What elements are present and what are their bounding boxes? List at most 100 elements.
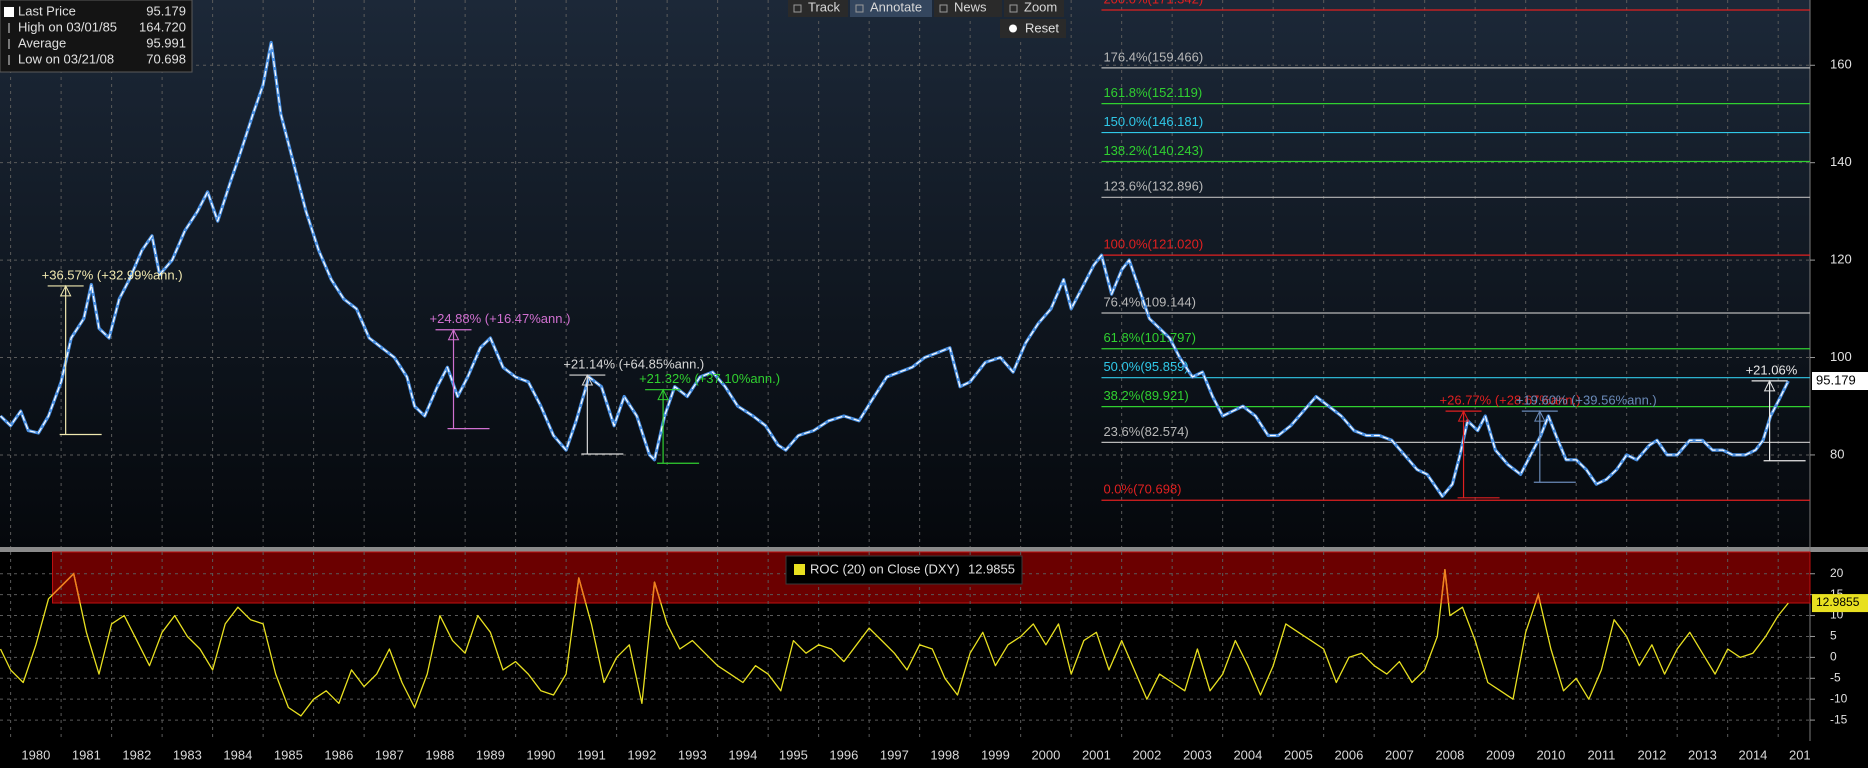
y-tick-label: 100 — [1830, 349, 1852, 364]
x-tick-label: 2013 — [1688, 747, 1717, 762]
x-tick-label: 1984 — [223, 747, 252, 762]
y-tick-label: 20 — [1830, 566, 1844, 580]
toolbar-label[interactable]: Track — [808, 0, 841, 14]
legend-label: Low on 03/21/08 — [18, 51, 114, 66]
x-tick-label: 2004 — [1233, 747, 1262, 762]
x-tick-label: 2008 — [1435, 747, 1464, 762]
toolbar-icon — [855, 4, 864, 13]
last-value-label: 12.9855 — [1816, 595, 1860, 609]
fib-label: 23.6%(82.574) — [1103, 424, 1188, 439]
last-value-tag — [1812, 594, 1868, 613]
fib-label: 200.0%(171.342) — [1103, 0, 1203, 6]
x-tick-label: 1982 — [122, 747, 151, 762]
roc-line — [0, 568, 1789, 717]
x-tick-label: 1983 — [173, 747, 202, 762]
x-tick-label: 1998 — [930, 747, 959, 762]
x-tick-label: 1991 — [577, 747, 606, 762]
legend-label: High on 03/01/85 — [18, 19, 117, 34]
fib-label: 0.0%(70.698) — [1103, 482, 1181, 497]
measure-arrow — [1457, 409, 1470, 422]
legend-icon — [4, 7, 14, 17]
toolbar-button[interactable] — [850, 0, 932, 17]
roc-legend: ROC (20) on Close (DXY) 12.9855 — [785, 555, 1023, 585]
x-tick-label: 2009 — [1486, 747, 1515, 762]
toolbar-button[interactable] — [1004, 0, 1064, 17]
fib-label: 100.0%(121.020) — [1103, 237, 1203, 252]
x-tick-label: 2012 — [1637, 747, 1666, 762]
x-tick-label: 1980 — [21, 747, 50, 762]
last-value-label: 95.179 — [1816, 372, 1856, 387]
x-tick-label: 2000 — [1031, 747, 1060, 762]
fib-label: 61.8%(101.797) — [1103, 330, 1196, 345]
x-tick-label: 1988 — [425, 747, 454, 762]
fib-label: 150.0%(146.181) — [1103, 114, 1203, 129]
toolbar-icon — [1009, 4, 1018, 13]
measure-label: +19.60% (+39.56%ann.) — [1516, 393, 1657, 408]
measure-arrow — [1763, 379, 1776, 392]
reset-button[interactable] — [1000, 19, 1066, 38]
x-tick-label: 2006 — [1334, 747, 1363, 762]
x-tick-label: 1997 — [880, 747, 909, 762]
x-tick-label: 1996 — [829, 747, 858, 762]
fib-label: 50.0%(95.859) — [1103, 359, 1188, 374]
x-tick-label: 1985 — [274, 747, 303, 762]
reset-icon — [1009, 24, 1017, 33]
toolbar-label[interactable]: Zoom — [1024, 0, 1057, 14]
x-tick-label: 2007 — [1385, 747, 1414, 762]
toolbar-icon — [793, 4, 802, 13]
last-value-tag — [1812, 372, 1868, 391]
x-tick-label: 1990 — [526, 747, 555, 762]
measure-arrow — [447, 328, 460, 341]
fib-label: 76.4%(109.144) — [1103, 294, 1196, 309]
legend-value: 70.698 — [146, 51, 186, 66]
y-tick-label: 140 — [1830, 154, 1852, 169]
pane-divider — [0, 547, 1868, 552]
x-tick-label: 1989 — [476, 747, 505, 762]
roc-legend-swatch — [794, 564, 805, 575]
toolbar-label[interactable]: Annotate — [870, 0, 922, 14]
y-tick-label: -5 — [1830, 670, 1841, 684]
legend-value: 95.179 — [146, 3, 186, 18]
toolbar-button[interactable] — [934, 0, 1002, 17]
legend-value: 164.720 — [139, 19, 186, 34]
x-tick-label: 1995 — [779, 747, 808, 762]
x-tick-label: 1986 — [324, 747, 353, 762]
reset-label[interactable]: Reset — [1025, 20, 1059, 35]
price-legend: Last Price 95.179 High on 03/01/85 164.720 A… — [0, 0, 193, 73]
x-tick-label: 2002 — [1132, 747, 1161, 762]
fib-label: 38.2%(89.921) — [1103, 388, 1188, 403]
y-tick-label: -15 — [1830, 712, 1848, 726]
measure-label: +24.88% (+16.47%ann.) — [430, 311, 571, 326]
measure-label: +36.57% (+32.99%ann.) — [42, 267, 183, 282]
x-tick-label: 1994 — [728, 747, 757, 762]
y-tick-label: 0 — [1830, 650, 1837, 664]
y-tick-label: 80 — [1830, 446, 1844, 461]
x-tick-label: 2014 — [1738, 747, 1767, 762]
fib-label: 123.6%(132.896) — [1103, 179, 1203, 194]
y-tick-label: 120 — [1830, 252, 1852, 267]
x-tick-label: 2015 — [1789, 747, 1818, 762]
fib-label: 161.8%(152.119) — [1103, 85, 1202, 100]
y-tick-label: 160 — [1830, 57, 1852, 72]
roc-legend-label: ROC (20) on Close (DXY) — [810, 561, 960, 576]
legend-label: Last Price — [18, 3, 76, 18]
toolbar-button[interactable] — [788, 0, 848, 17]
y-tick-label: 5 — [1830, 629, 1837, 643]
toolbar-label[interactable]: News — [954, 0, 987, 14]
toolbar: Track Annotate News Zoom Reset — [788, 0, 1066, 38]
fib-label: 176.4%(159.466) — [1103, 49, 1203, 64]
x-tick-label: 1999 — [981, 747, 1010, 762]
measure-label: +26.77% (+28.67%ann.) — [1440, 393, 1581, 408]
measure-label: +21.32% (+37.10%ann.) — [639, 371, 780, 386]
x-tick-label: 2001 — [1082, 747, 1111, 762]
x-tick-label: 2011 — [1587, 747, 1615, 762]
y-tick-label: -10 — [1830, 691, 1848, 705]
measure-arrow — [657, 388, 669, 401]
x-tick-label: 2003 — [1183, 747, 1212, 762]
roc-legend-value: 12.9855 — [968, 561, 1015, 576]
legend-label: Average — [18, 35, 66, 50]
x-tick-label: 2010 — [1536, 747, 1565, 762]
measure-arrow — [581, 373, 594, 386]
x-tick-label: 2005 — [1284, 747, 1313, 762]
